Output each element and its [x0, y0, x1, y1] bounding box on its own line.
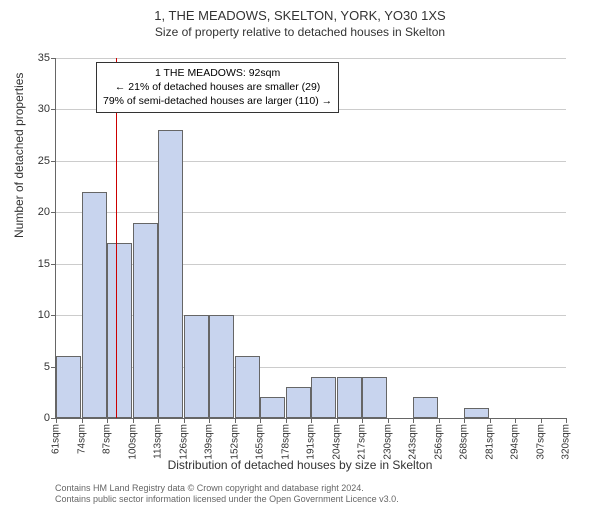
x-tick-label: 87sqm [102, 424, 113, 454]
x-tick-label: 294sqm [510, 424, 521, 460]
histogram-bar [464, 408, 489, 418]
histogram-bar [362, 377, 387, 418]
x-tick-label: 268sqm [459, 424, 470, 460]
annotation-line3: 79% of semi-detached houses are larger (… [103, 94, 332, 108]
x-tick-label: 100sqm [127, 424, 138, 460]
y-tick-label: 15 [38, 258, 50, 270]
x-tick-mark [337, 418, 338, 423]
grid-line [56, 58, 566, 59]
x-tick-mark [515, 418, 516, 423]
histogram-bar [235, 356, 260, 418]
x-tick-label: 307sqm [535, 424, 546, 460]
x-tick-mark [133, 418, 134, 423]
x-tick-mark [464, 418, 465, 423]
x-tick-label: 204sqm [331, 424, 342, 460]
x-tick-label: 61sqm [51, 424, 62, 454]
y-tick-label: 30 [38, 103, 50, 115]
x-tick-mark [362, 418, 363, 423]
annotation-line1: 1 THE MEADOWS: 92sqm [103, 66, 332, 80]
x-tick-mark [235, 418, 236, 423]
x-tick-mark [541, 418, 542, 423]
grid-line [56, 161, 566, 162]
histogram-bar [311, 377, 336, 418]
x-tick-label: 74sqm [76, 424, 87, 454]
y-tick-label: 25 [38, 155, 50, 167]
grid-line [56, 212, 566, 213]
y-tick-label: 20 [38, 206, 50, 218]
x-tick-label: 191sqm [306, 424, 317, 460]
y-tick-label: 5 [44, 361, 50, 373]
histogram-bar [107, 243, 132, 418]
x-tick-mark [184, 418, 185, 423]
x-tick-mark [56, 418, 57, 423]
histogram-bar [184, 315, 209, 418]
chart-title-sub: Size of property relative to detached ho… [0, 25, 600, 39]
annotation-line2: ← 21% of detached houses are smaller (29… [103, 80, 332, 94]
x-tick-mark [311, 418, 312, 423]
x-tick-mark [260, 418, 261, 423]
x-tick-label: 178sqm [280, 424, 291, 460]
y-axis-label: Number of detached properties [12, 73, 26, 238]
x-tick-mark [413, 418, 414, 423]
x-tick-label: 113sqm [153, 424, 164, 459]
x-tick-mark [209, 418, 210, 423]
x-tick-mark [286, 418, 287, 423]
x-tick-label: 281sqm [484, 424, 495, 460]
annotation-box: 1 THE MEADOWS: 92sqm ← 21% of detached h… [96, 62, 339, 113]
histogram-bar [337, 377, 362, 418]
x-tick-mark [158, 418, 159, 423]
x-tick-label: 165sqm [255, 424, 266, 460]
y-tick-label: 35 [38, 52, 50, 64]
histogram-bar [286, 387, 311, 418]
x-tick-label: 139sqm [204, 424, 215, 460]
x-tick-label: 320sqm [561, 424, 572, 460]
x-tick-label: 126sqm [178, 424, 189, 460]
histogram-bar [133, 223, 158, 418]
footer-line1: Contains HM Land Registry data © Crown c… [55, 483, 399, 495]
histogram-bar [158, 130, 183, 418]
histogram-bar [260, 397, 285, 418]
x-tick-mark [388, 418, 389, 423]
x-tick-label: 217sqm [357, 424, 368, 460]
x-tick-mark [439, 418, 440, 423]
histogram-bar [56, 356, 81, 418]
footer-line2: Contains public sector information licen… [55, 494, 399, 506]
x-tick-label: 230sqm [382, 424, 393, 460]
x-axis-label: Distribution of detached houses by size … [0, 458, 600, 472]
x-tick-mark [107, 418, 108, 423]
x-tick-label: 256sqm [433, 424, 444, 460]
chart-plot-area: 1 THE MEADOWS: 92sqm ← 21% of detached h… [55, 58, 566, 419]
chart-title-main: 1, THE MEADOWS, SKELTON, YORK, YO30 1XS [0, 8, 600, 23]
histogram-bar [82, 192, 107, 418]
histogram-bar [413, 397, 438, 418]
x-tick-label: 243sqm [408, 424, 419, 460]
x-tick-mark [490, 418, 491, 423]
x-tick-mark [566, 418, 567, 423]
histogram-bar [209, 315, 234, 418]
x-tick-mark [82, 418, 83, 423]
footer-attribution: Contains HM Land Registry data © Crown c… [55, 483, 399, 506]
y-tick-label: 0 [44, 412, 50, 424]
x-tick-label: 152sqm [229, 424, 240, 460]
y-tick-label: 10 [38, 309, 50, 321]
